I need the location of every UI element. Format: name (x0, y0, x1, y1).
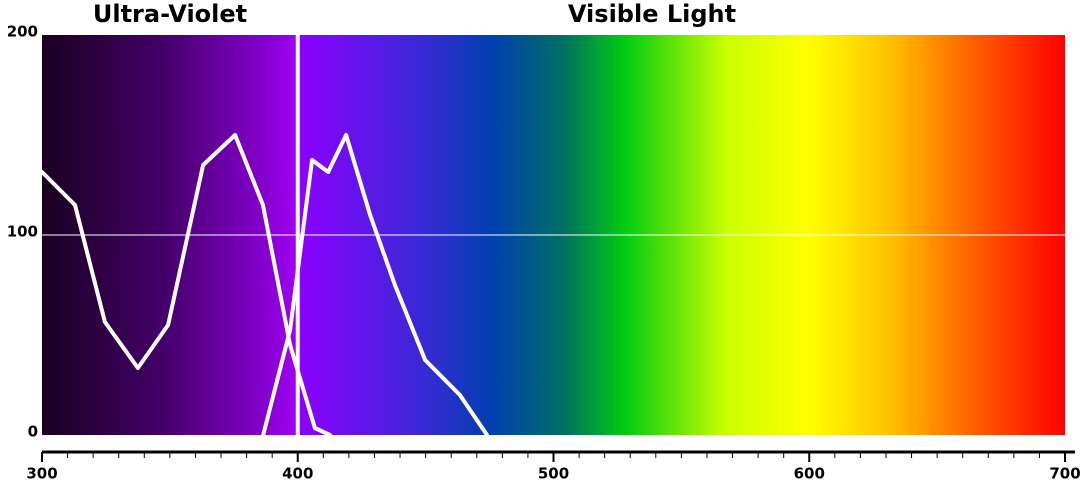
y-tick-label: 100 (7, 223, 38, 241)
x-tick-label: 500 (538, 465, 569, 483)
line-series (261, 133, 490, 437)
x-tick-label: 400 (282, 465, 313, 483)
y-tick-label: 200 (7, 23, 38, 41)
line-series (40, 133, 332, 437)
x-tick-label: 300 (26, 465, 57, 483)
x-tick-label: 600 (794, 465, 825, 483)
annotation: Visible Light (568, 0, 736, 28)
x-tick-label: 700 (1049, 465, 1080, 483)
annotation: Ultra-Violet (93, 0, 247, 28)
y-tick-label: 0 (28, 423, 38, 441)
